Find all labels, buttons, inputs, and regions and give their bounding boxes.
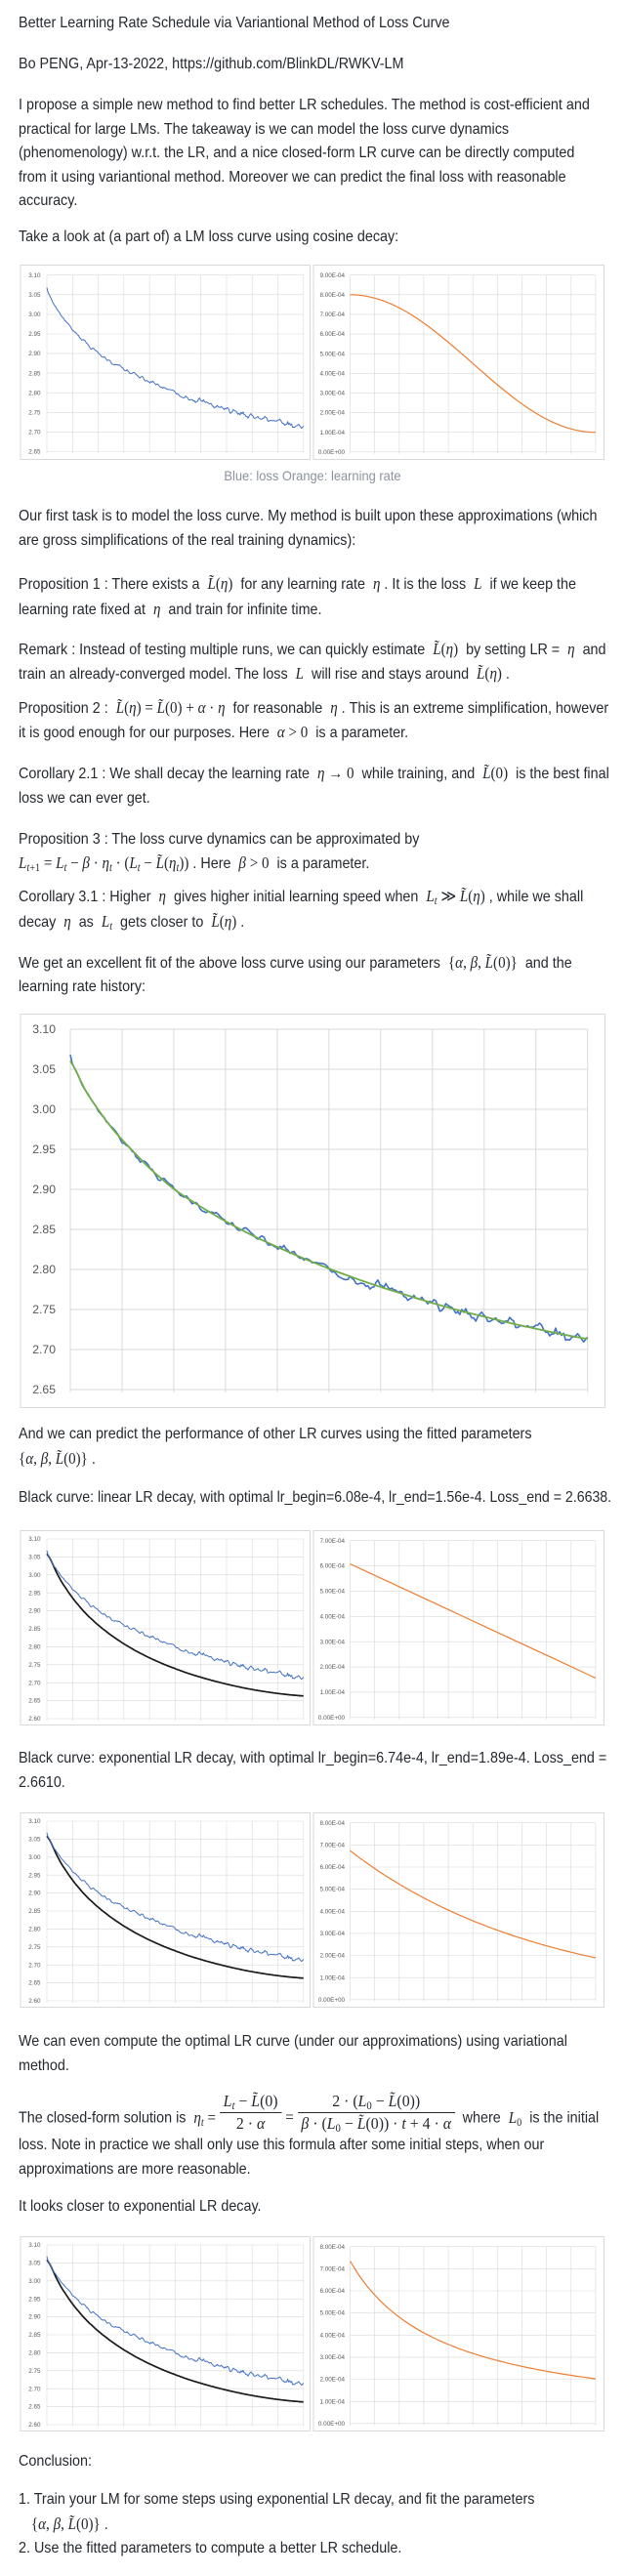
svg-text:0.00E+00: 0.00E+00 — [318, 2421, 346, 2428]
svg-text:2.60: 2.60 — [28, 1998, 41, 2005]
svg-text:2.80: 2.80 — [28, 1644, 41, 1651]
svg-text:4.00E-04: 4.00E-04 — [319, 1614, 345, 1621]
svg-text:8.00E-04: 8.00E-04 — [319, 2244, 345, 2251]
svg-text:2.95: 2.95 — [32, 1143, 56, 1156]
svg-text:3.10: 3.10 — [28, 272, 41, 279]
svg-text:5.00E-04: 5.00E-04 — [319, 1589, 345, 1596]
svg-text:3.05: 3.05 — [32, 1062, 56, 1076]
svg-text:2.75: 2.75 — [28, 409, 41, 416]
svg-text:7.00E-04: 7.00E-04 — [319, 312, 345, 318]
svg-text:2.65: 2.65 — [32, 1383, 56, 1396]
svg-text:9.00E-04: 9.00E-04 — [319, 272, 345, 279]
svg-text:1.00E-04: 1.00E-04 — [319, 1974, 345, 1981]
svg-text:2.80: 2.80 — [32, 1263, 56, 1276]
svg-text:3.10: 3.10 — [28, 1818, 41, 1825]
svg-text:2.80: 2.80 — [28, 2350, 41, 2357]
svg-text:7.00E-04: 7.00E-04 — [319, 1538, 345, 1545]
svg-text:6.00E-04: 6.00E-04 — [319, 331, 345, 338]
svg-text:3.05: 3.05 — [28, 292, 41, 299]
svg-text:2.70: 2.70 — [28, 2386, 41, 2392]
svg-text:3.00E-04: 3.00E-04 — [319, 1931, 345, 1937]
svg-text:5.00E-04: 5.00E-04 — [319, 2310, 345, 2317]
svg-text:2.65: 2.65 — [28, 449, 41, 456]
svg-text:2.00E-04: 2.00E-04 — [319, 1665, 345, 1672]
svg-text:2.00E-04: 2.00E-04 — [319, 1952, 345, 1959]
svg-text:2.95: 2.95 — [28, 331, 41, 338]
svg-text:2.70: 2.70 — [32, 1343, 56, 1356]
svg-text:2.95: 2.95 — [28, 1591, 41, 1598]
svg-text:2.60: 2.60 — [28, 2422, 41, 2429]
svg-text:3.10: 3.10 — [28, 1536, 41, 1543]
svg-text:3.00E-04: 3.00E-04 — [319, 2354, 345, 2361]
svg-text:3.00: 3.00 — [28, 312, 41, 318]
svg-text:3.05: 3.05 — [28, 1836, 41, 1843]
svg-text:5.00E-04: 5.00E-04 — [319, 351, 345, 357]
svg-text:4.00E-04: 4.00E-04 — [319, 1908, 345, 1915]
svg-text:2.70: 2.70 — [28, 1681, 41, 1687]
svg-text:2.70: 2.70 — [28, 1962, 41, 1969]
svg-text:2.00E-04: 2.00E-04 — [319, 410, 345, 417]
svg-text:2.90: 2.90 — [32, 1183, 56, 1196]
svg-text:2.90: 2.90 — [28, 1890, 41, 1896]
svg-text:4.00E-04: 4.00E-04 — [319, 2332, 345, 2339]
svg-text:2.75: 2.75 — [28, 2368, 41, 2375]
svg-text:6.00E-04: 6.00E-04 — [319, 2288, 345, 2295]
svg-text:3.00E-04: 3.00E-04 — [319, 1640, 345, 1646]
svg-text:2.85: 2.85 — [28, 2332, 41, 2339]
svg-text:2.85: 2.85 — [32, 1223, 56, 1236]
svg-text:3.00: 3.00 — [28, 1572, 41, 1579]
svg-text:1.00E-04: 1.00E-04 — [319, 2398, 345, 2405]
svg-text:3.00: 3.00 — [28, 1854, 41, 1861]
svg-text:4.00E-04: 4.00E-04 — [319, 370, 345, 377]
svg-text:1.00E-04: 1.00E-04 — [319, 1689, 345, 1696]
svg-text:2.85: 2.85 — [28, 1626, 41, 1633]
svg-text:8.00E-04: 8.00E-04 — [319, 1820, 345, 1827]
svg-text:2.60: 2.60 — [28, 1716, 41, 1723]
svg-text:2.70: 2.70 — [28, 430, 41, 436]
svg-text:2.00E-04: 2.00E-04 — [319, 2377, 345, 2384]
svg-text:7.00E-04: 7.00E-04 — [319, 2265, 345, 2272]
svg-text:0.00E+00: 0.00E+00 — [318, 449, 346, 456]
svg-text:0.00E+00: 0.00E+00 — [318, 1715, 346, 1722]
svg-text:2.95: 2.95 — [28, 1872, 41, 1879]
svg-text:2.65: 2.65 — [28, 1698, 41, 1705]
svg-text:2.75: 2.75 — [32, 1303, 56, 1316]
svg-text:3.10: 3.10 — [28, 2242, 41, 2249]
svg-text:2.80: 2.80 — [28, 390, 41, 396]
svg-text:8.00E-04: 8.00E-04 — [319, 292, 345, 299]
svg-text:1.00E-04: 1.00E-04 — [319, 430, 345, 436]
svg-text:3.00: 3.00 — [32, 1102, 56, 1116]
svg-text:3.10: 3.10 — [32, 1022, 56, 1036]
svg-text:2.65: 2.65 — [28, 2404, 41, 2411]
svg-text:2.90: 2.90 — [28, 2314, 41, 2321]
svg-text:7.00E-04: 7.00E-04 — [319, 1842, 345, 1849]
svg-text:2.85: 2.85 — [28, 1908, 41, 1915]
svg-text:2.75: 2.75 — [28, 1944, 41, 1951]
svg-text:2.75: 2.75 — [28, 1662, 41, 1669]
svg-text:2.90: 2.90 — [28, 351, 41, 357]
svg-text:6.00E-04: 6.00E-04 — [319, 1864, 345, 1871]
svg-text:2.80: 2.80 — [28, 1926, 41, 1932]
svg-text:3.05: 3.05 — [28, 1555, 41, 1561]
svg-text:0.00E+00: 0.00E+00 — [318, 1997, 346, 2004]
svg-text:3.05: 3.05 — [28, 2261, 41, 2267]
svg-text:2.85: 2.85 — [28, 370, 41, 377]
svg-text:6.00E-04: 6.00E-04 — [319, 1563, 345, 1570]
svg-text:2.65: 2.65 — [28, 1979, 41, 1986]
svg-text:2.95: 2.95 — [28, 2296, 41, 2303]
svg-text:3.00: 3.00 — [28, 2278, 41, 2285]
svg-text:2.90: 2.90 — [28, 1608, 41, 1615]
svg-text:3.00E-04: 3.00E-04 — [319, 391, 345, 397]
svg-text:5.00E-04: 5.00E-04 — [319, 1886, 345, 1892]
